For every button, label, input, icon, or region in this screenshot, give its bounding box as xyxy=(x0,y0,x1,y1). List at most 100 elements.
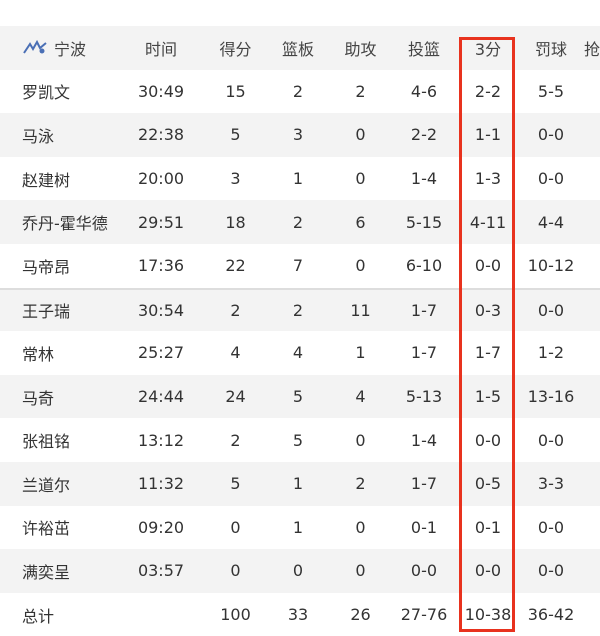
stat-cell: 10-38 xyxy=(464,605,512,625)
stat-cell: 7 xyxy=(292,256,304,276)
stat-cell: 2 xyxy=(230,300,241,320)
col-header[interactable]: 抢 xyxy=(584,39,600,59)
stat-cell: 1-1 xyxy=(474,125,502,145)
stat-cell: 10-12 xyxy=(527,256,575,276)
stat-cell: 2 xyxy=(292,212,304,232)
stat-cell: 2 xyxy=(355,81,366,101)
stat-cell: 1-2 xyxy=(537,343,565,363)
player-name[interactable]: 常林 xyxy=(22,344,55,364)
player-name[interactable]: 张祖铭 xyxy=(22,432,71,452)
stat-cell: 1 xyxy=(292,517,304,537)
stat-cell: 0 xyxy=(355,561,366,581)
player-row: 马泳 22:38 5 3 0 2-2 1-1 0-0 xyxy=(0,113,600,157)
col-header[interactable]: 篮板 xyxy=(281,39,314,59)
stat-cell: 0-0 xyxy=(537,300,565,320)
col-header[interactable]: 罚球 xyxy=(534,39,567,59)
stat-cell: 1-3 xyxy=(474,169,502,189)
player-name[interactable]: 马奇 xyxy=(22,388,55,408)
stat-cell: 5-15 xyxy=(405,212,443,232)
stat-cell: 0-0 xyxy=(537,517,565,537)
stat-cell: 1-4 xyxy=(410,169,438,189)
player-name[interactable]: 王子瑞 xyxy=(22,302,71,322)
stat-cell: 3 xyxy=(292,125,304,145)
stat-cell: 2 xyxy=(355,474,366,494)
col-header[interactable]: 时间 xyxy=(144,39,177,59)
stat-cell: 13-16 xyxy=(527,387,575,407)
player-name[interactable]: 兰道尔 xyxy=(22,475,71,495)
stat-cell: 1-7 xyxy=(410,343,438,363)
stat-cell: 11:32 xyxy=(137,474,185,494)
stat-cell: 1 xyxy=(292,169,304,189)
stat-cell: 0-0 xyxy=(410,561,438,581)
box-score-table: 宁波 时间 得分 篮板 助攻 投篮 3分 罚球 抢 罗凯文 30:49 15 2 2 4-… xyxy=(0,26,600,636)
stat-cell: 22 xyxy=(225,256,246,276)
stat-cell: 24:44 xyxy=(137,387,185,407)
header-row: 宁波 时间 得分 篮板 助攻 投篮 3分 罚球 抢 xyxy=(0,26,600,70)
stat-cell: 22:38 xyxy=(137,125,185,145)
stat-cell: 1-7 xyxy=(410,300,438,320)
stat-cell: 0 xyxy=(230,561,241,581)
stat-cell: 3 xyxy=(230,169,241,189)
stat-cell: 1-7 xyxy=(474,343,502,363)
stat-cell: 4-6 xyxy=(410,81,438,101)
stat-cell: 0 xyxy=(355,125,366,145)
player-name[interactable]: 马泳 xyxy=(22,126,55,146)
stat-cell: 0-5 xyxy=(474,474,502,494)
stat-cell: 29:51 xyxy=(137,212,185,232)
player-name[interactable]: 满奕呈 xyxy=(22,562,71,582)
stat-cell: 0 xyxy=(355,430,366,450)
stat-cell: 1-7 xyxy=(410,474,438,494)
stat-cell: 2 xyxy=(292,81,304,101)
stat-cell: 33 xyxy=(287,605,309,625)
stat-cell: 15 xyxy=(225,81,246,101)
player-row: 常林 25:27 4 4 1 1-7 1-7 1-2 xyxy=(0,331,600,375)
stat-cell: 36-42 xyxy=(527,605,575,625)
player-name[interactable]: 许裕茁 xyxy=(22,519,71,539)
player-row: 赵建树 20:00 3 1 0 1-4 1-3 0-0 xyxy=(0,157,600,201)
player-row: 罗凯文 30:49 15 2 2 4-6 2-2 5-5 xyxy=(0,70,600,114)
stat-cell: 17:36 xyxy=(137,256,185,276)
stat-cell: 5 xyxy=(230,474,241,494)
player-row: 马帝昂 17:36 22 7 0 6-10 0-0 10-12 xyxy=(0,244,600,288)
stat-cell: 2 xyxy=(230,430,241,450)
stat-cell: 03:57 xyxy=(137,561,185,581)
player-name[interactable]: 乔丹-霍华德 xyxy=(22,214,108,234)
stat-cell: 0-3 xyxy=(474,300,502,320)
stat-cell: 1-4 xyxy=(410,430,438,450)
stat-cell: 25:27 xyxy=(137,343,185,363)
stat-cell: 4 xyxy=(230,343,241,363)
player-name[interactable]: 赵建树 xyxy=(22,170,71,190)
stat-cell: 0-0 xyxy=(474,256,502,276)
stat-cell: 5-13 xyxy=(405,387,443,407)
stat-cell: 0 xyxy=(355,169,366,189)
player-row: 乔丹-霍华德 29:51 18 2 6 5-15 4-11 4-4 xyxy=(0,200,600,244)
player-row: 王子瑞 30:54 2 2 11 1-7 0-3 0-0 xyxy=(0,287,600,332)
stat-cell: 0-1 xyxy=(410,517,438,537)
team-logo-icon xyxy=(23,39,47,54)
stat-cell: 100 xyxy=(220,605,251,625)
col-header[interactable]: 3分 xyxy=(474,39,502,59)
stat-cell: 1 xyxy=(355,343,366,363)
stat-cell: 4 xyxy=(292,343,304,363)
stat-cell: 6 xyxy=(355,212,366,232)
player-name[interactable]: 罗凯文 xyxy=(22,83,71,103)
stat-cell: 0-0 xyxy=(537,561,565,581)
total-row: 总计 100 33 26 27-76 10-38 36-42 xyxy=(0,593,600,636)
team-header: 宁波 xyxy=(0,36,118,60)
stat-cell: 0-0 xyxy=(537,169,565,189)
player-name[interactable]: 马帝昂 xyxy=(22,257,71,277)
col-header[interactable]: 投篮 xyxy=(407,39,440,59)
player-row: 兰道尔 11:32 5 1 2 1-7 0-5 3-3 xyxy=(0,461,600,506)
player-row: 马奇 24:44 24 5 4 5-13 1-5 13-16 xyxy=(0,374,600,419)
stat-cell: 5 xyxy=(230,125,241,145)
stat-cell: 2 xyxy=(292,300,304,320)
stat-cell: 27-76 xyxy=(400,605,448,625)
stat-cell: 6-10 xyxy=(405,256,443,276)
col-header[interactable]: 助攻 xyxy=(344,39,377,59)
stat-cell: 20:00 xyxy=(137,169,185,189)
player-row: 许裕茁 09:20 0 1 0 0-1 0-1 0-0 xyxy=(0,506,600,550)
stat-cell: 1-5 xyxy=(474,387,502,407)
stat-cell: 0 xyxy=(292,561,304,581)
col-header[interactable]: 得分 xyxy=(219,39,252,59)
stat-cell: 0-0 xyxy=(474,430,502,450)
